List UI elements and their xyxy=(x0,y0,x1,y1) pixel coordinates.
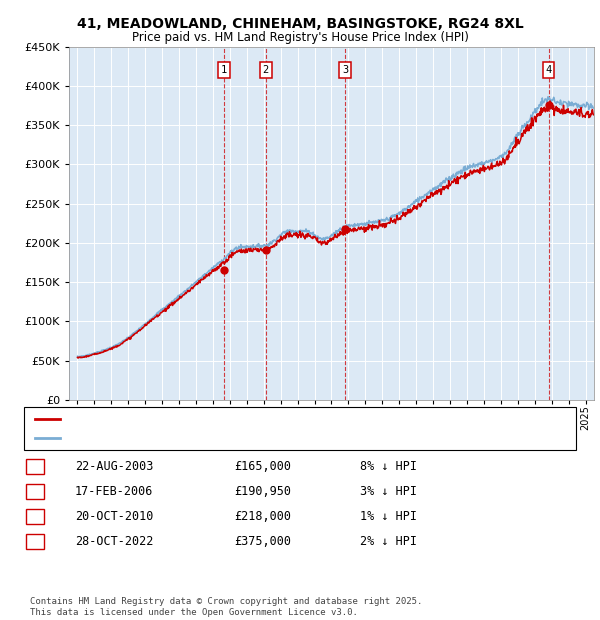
Text: 4: 4 xyxy=(545,65,552,75)
Text: 1: 1 xyxy=(221,65,227,75)
Text: 2: 2 xyxy=(32,487,39,497)
Text: 4: 4 xyxy=(32,536,39,546)
Text: 22-AUG-2003: 22-AUG-2003 xyxy=(75,461,154,473)
Text: Price paid vs. HM Land Registry's House Price Index (HPI): Price paid vs. HM Land Registry's House … xyxy=(131,31,469,43)
Text: 28-OCT-2022: 28-OCT-2022 xyxy=(75,535,154,547)
Text: £190,950: £190,950 xyxy=(234,485,291,498)
Text: 17-FEB-2006: 17-FEB-2006 xyxy=(75,485,154,498)
Text: 3% ↓ HPI: 3% ↓ HPI xyxy=(360,485,417,498)
Text: 8% ↓ HPI: 8% ↓ HPI xyxy=(360,461,417,473)
Text: 1% ↓ HPI: 1% ↓ HPI xyxy=(360,510,417,523)
Text: 41, MEADOWLAND, CHINEHAM, BASINGSTOKE, RG24 8XL: 41, MEADOWLAND, CHINEHAM, BASINGSTOKE, R… xyxy=(77,17,523,30)
Text: 3: 3 xyxy=(342,65,348,75)
Text: 1: 1 xyxy=(32,462,39,472)
Text: £375,000: £375,000 xyxy=(234,535,291,547)
Text: £218,000: £218,000 xyxy=(234,510,291,523)
Text: £165,000: £165,000 xyxy=(234,461,291,473)
Text: HPI: Average price, semi-detached house, Basingstoke and Deane: HPI: Average price, semi-detached house,… xyxy=(65,433,410,443)
Text: Contains HM Land Registry data © Crown copyright and database right 2025.
This d: Contains HM Land Registry data © Crown c… xyxy=(30,598,422,617)
Text: 2: 2 xyxy=(263,65,269,75)
Text: 20-OCT-2010: 20-OCT-2010 xyxy=(75,510,154,523)
Text: 3: 3 xyxy=(32,512,39,521)
Text: 2% ↓ HPI: 2% ↓ HPI xyxy=(360,535,417,547)
Text: 41, MEADOWLAND, CHINEHAM, BASINGSTOKE, RG24 8XL (semi-detached house): 41, MEADOWLAND, CHINEHAM, BASINGSTOKE, R… xyxy=(65,414,488,424)
